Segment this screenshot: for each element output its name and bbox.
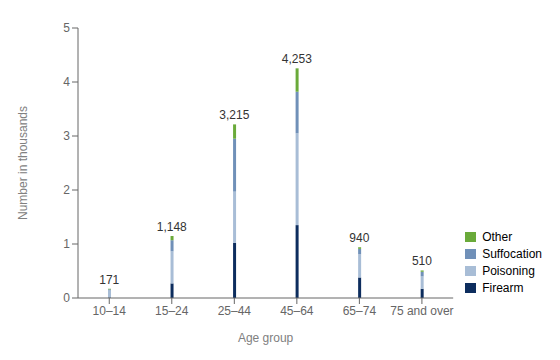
svg-text:45–64: 45–64: [280, 304, 314, 318]
svg-text:3,215: 3,215: [219, 108, 249, 122]
svg-text:75 and over: 75 and over: [390, 304, 453, 318]
svg-text:171: 171: [99, 273, 119, 287]
svg-text:0: 0: [63, 291, 70, 305]
svg-text:4: 4: [63, 75, 70, 89]
svg-text:4,253: 4,253: [282, 52, 312, 66]
svg-text:940: 940: [349, 231, 369, 245]
svg-text:15–24: 15–24: [155, 304, 189, 318]
svg-text:Age group: Age group: [238, 331, 294, 345]
svg-text:3: 3: [63, 129, 70, 143]
html-text:Suffocation: Suffocation: [482, 247, 542, 261]
svg-text:5: 5: [63, 21, 70, 35]
html-text:Poisoning: Poisoning: [482, 264, 535, 278]
svg-text:2: 2: [63, 183, 70, 197]
svg-text:1: 1: [63, 237, 70, 251]
svg-text:10–14: 10–14: [93, 304, 127, 318]
svg-text:25–44: 25–44: [218, 304, 252, 318]
svg-text:1,148: 1,148: [157, 220, 187, 234]
html-text:Other: Other: [482, 230, 513, 244]
html-text:Firearm: Firearm: [482, 281, 524, 295]
svg-text:510: 510: [412, 254, 432, 268]
svg-text:Number in thousands: Number in thousands: [16, 106, 30, 220]
svg-text:65–74: 65–74: [343, 304, 377, 318]
